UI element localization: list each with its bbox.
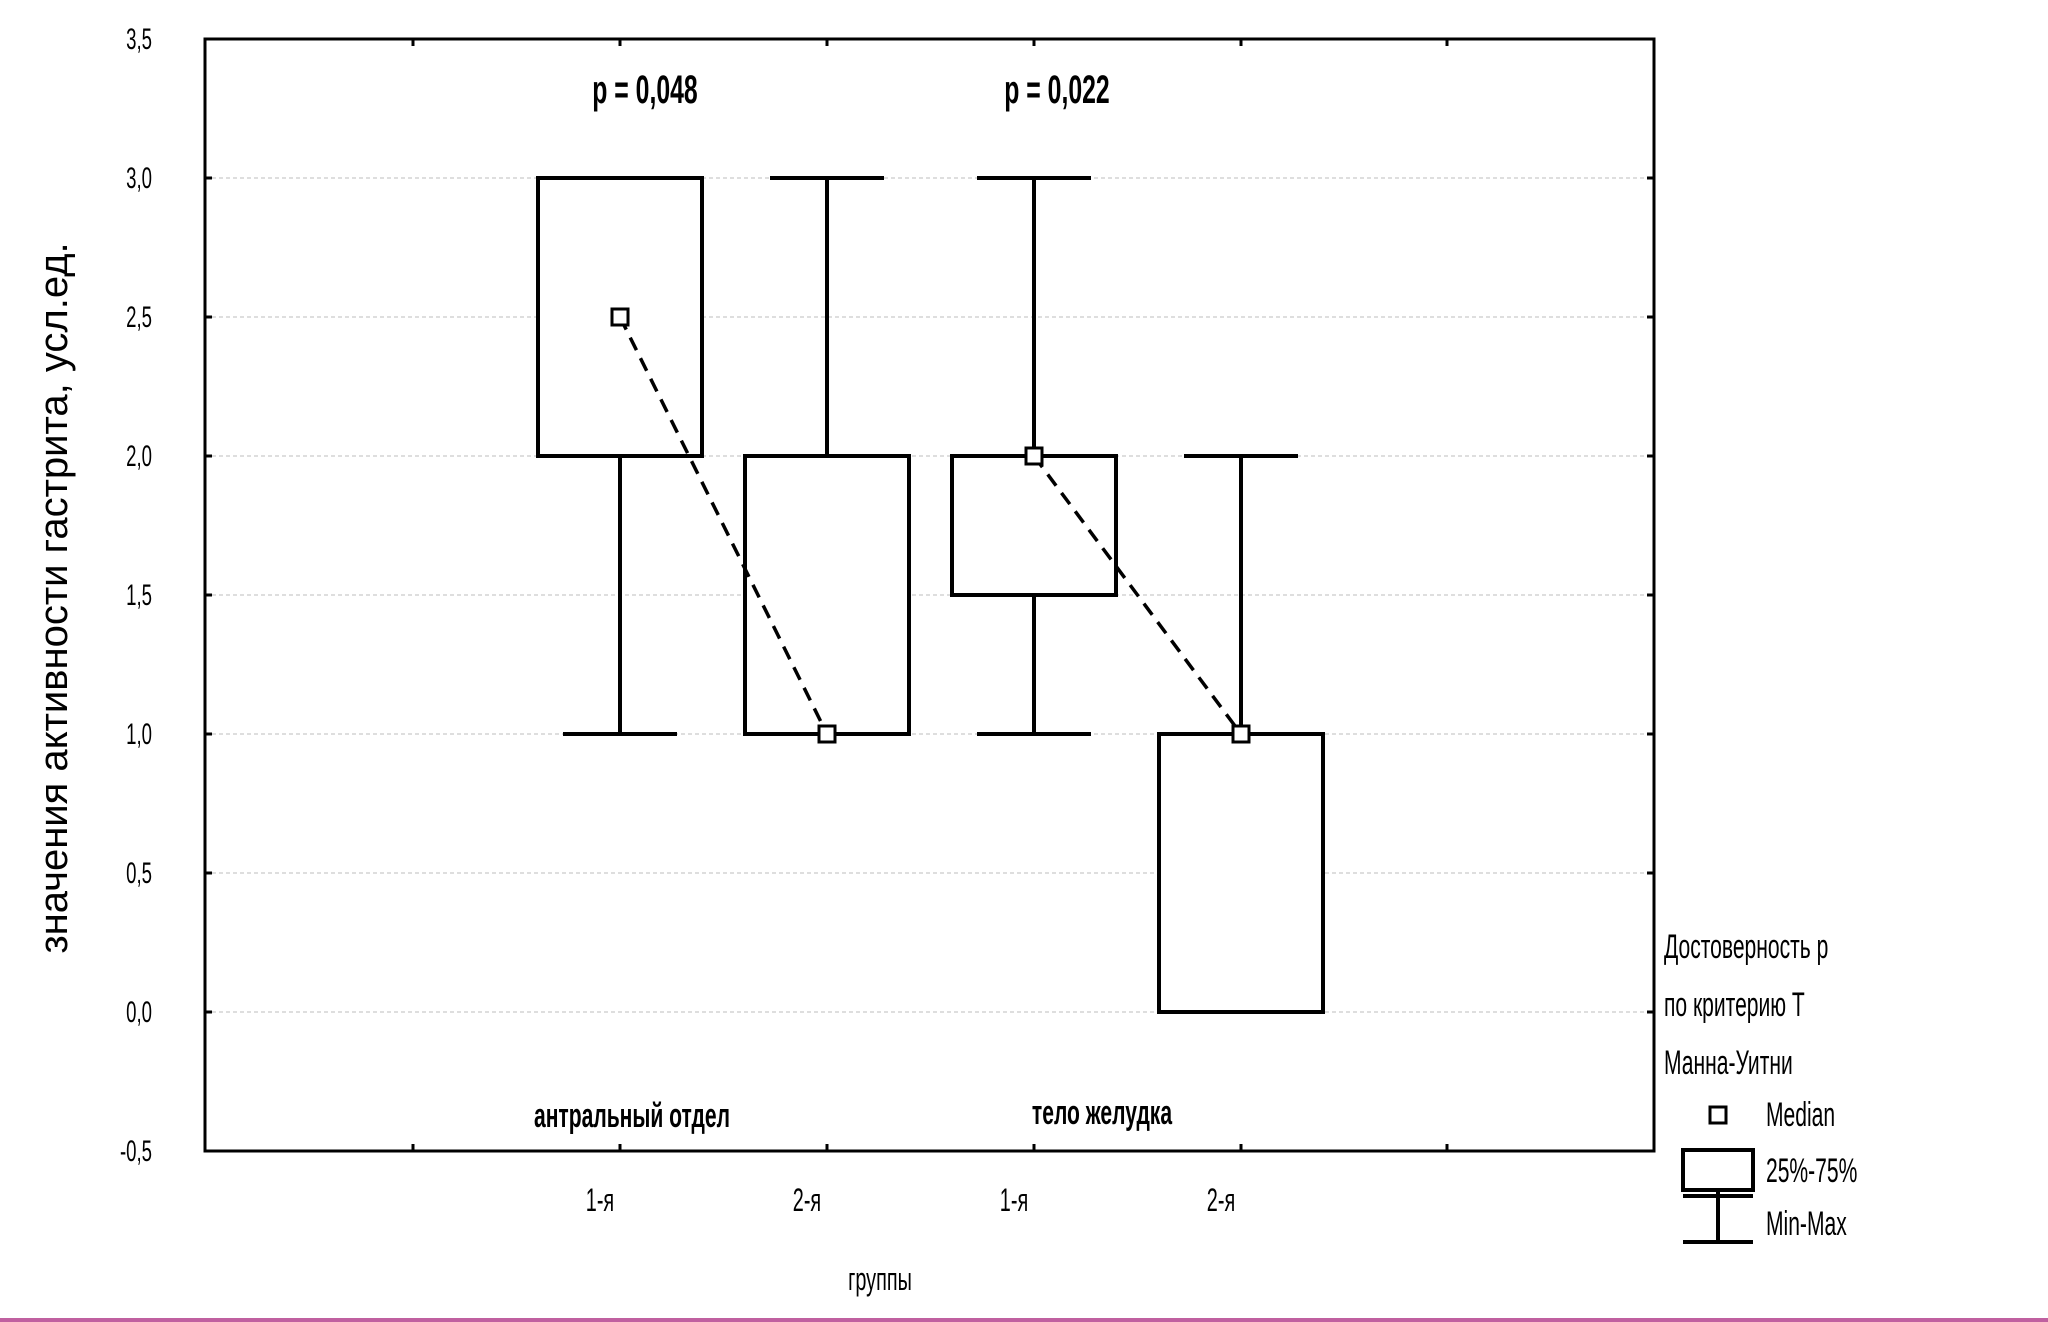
x-tick-label: 2-я bbox=[1207, 1182, 1235, 1218]
iqr-box bbox=[743, 454, 911, 736]
x-tick-label: 1-я bbox=[586, 1182, 614, 1218]
section-label: антральный отдел bbox=[534, 1096, 730, 1134]
boxes bbox=[536, 176, 1325, 1014]
median-lines bbox=[610, 307, 1251, 744]
iqr-box bbox=[1157, 732, 1325, 1014]
legend-item-label: 25%-75% bbox=[1766, 1151, 1857, 1189]
median-marker bbox=[1231, 724, 1251, 744]
x-tick-label: 2-я bbox=[793, 1182, 821, 1218]
gridlines bbox=[205, 177, 1654, 1013]
section-label: тело желудка bbox=[1032, 1093, 1172, 1131]
median-marker bbox=[817, 724, 837, 744]
y-tick-label: 1,5 bbox=[126, 579, 152, 613]
y-tick-label: 0,5 bbox=[126, 857, 152, 891]
x-tick-label: 1-я bbox=[1000, 1182, 1028, 1218]
y-tick-label: 3,0 bbox=[126, 162, 152, 196]
y-tick-label: 0,0 bbox=[126, 996, 152, 1030]
legend-title-line: Достоверность p bbox=[1664, 927, 1828, 965]
y-tick-label: 1,0 bbox=[126, 718, 152, 752]
y-tick-label: 3,5 bbox=[126, 23, 152, 57]
p-value-label: p = 0,022 bbox=[1004, 68, 1109, 112]
y-tick-label: 2,0 bbox=[126, 440, 152, 474]
bottom-border bbox=[0, 1318, 2048, 1322]
legend: Достоверность p по критерию T Манна-Уитни M… bbox=[1664, 927, 1857, 1244]
legend-title-line: по критерию T bbox=[1664, 985, 1805, 1023]
legend-item-label: Median bbox=[1766, 1095, 1835, 1133]
legend-item-label: Min-Max bbox=[1766, 1204, 1847, 1242]
y-tick-label: 2,5 bbox=[126, 301, 152, 335]
y-axis-title: значения активности гастрита, усл.ед. bbox=[32, 242, 76, 953]
axes bbox=[203, 37, 1656, 1153]
median-connector bbox=[1032, 454, 1243, 736]
legend-box-icon bbox=[1681, 1148, 1755, 1192]
iqr-box bbox=[536, 176, 704, 458]
median-connector bbox=[618, 316, 829, 735]
median-marker bbox=[1024, 446, 1044, 466]
p-value-label: p = 0,048 bbox=[592, 68, 697, 112]
x-axis-title: группы bbox=[848, 1261, 912, 1297]
iqr-box bbox=[950, 454, 1118, 597]
median-marker bbox=[610, 307, 630, 327]
y-tick-label: -0,5 bbox=[120, 1135, 152, 1169]
labels: -0,5 0,0 0,5 1,0 1,5 2,0 2,5 3,0 3,5 1-я 2-я 1-я 2-я… bbox=[32, 23, 1235, 1298]
legend-title-line: Манна-Уитни bbox=[1664, 1043, 1793, 1081]
legend-median-icon bbox=[1708, 1105, 1728, 1125]
